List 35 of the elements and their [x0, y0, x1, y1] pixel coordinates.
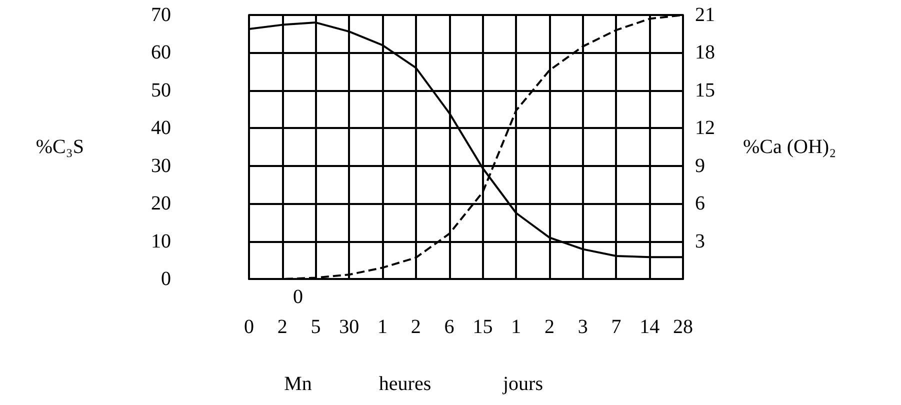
y-tick-label: 60	[151, 42, 171, 64]
x-tick-label: 1	[378, 316, 388, 338]
y-tick-label: 50	[151, 79, 171, 102]
y2-tick-label: 15	[695, 79, 715, 102]
y2-tick-label: 12	[695, 117, 715, 140]
x-tick-label: 5	[310, 316, 321, 338]
y-tick-label: 70	[151, 4, 171, 26]
text: jours	[502, 373, 544, 395]
y-tick-label: 30	[151, 154, 171, 177]
x-tick-label: 3	[578, 316, 588, 338]
y2-tick-label: 6	[695, 192, 705, 215]
y-tick-label: 20	[151, 192, 171, 215]
y-tick-label: 0	[161, 268, 171, 290]
x-tick-label: 6	[444, 316, 454, 338]
x-tick-label: 0	[244, 316, 254, 338]
y2-tick-label: 18	[695, 42, 715, 64]
x-tick-label: 1	[511, 316, 522, 338]
y-tick-label: 10	[151, 230, 171, 252]
x-tick-label: 2	[410, 316, 421, 338]
y2-tick-label: 9	[695, 154, 705, 177]
text: heures	[378, 373, 432, 395]
text: Mn	[284, 373, 312, 395]
x-tick-label: 14	[640, 316, 660, 338]
x-tick-label: 30	[339, 316, 360, 338]
text: 0	[293, 286, 303, 308]
x-tick-label: 2	[277, 316, 288, 338]
x-tick-label: 2	[544, 316, 554, 338]
y2-axis-title: %Ca (OH)₂	[743, 136, 836, 158]
x-tick-label: 7	[611, 316, 622, 338]
x-tick-label: 15	[472, 316, 493, 338]
y-tick-label: 40	[151, 117, 171, 140]
y-axis-title: %C₃S	[36, 136, 84, 158]
y2-tick-label: 21	[695, 4, 715, 26]
x-tick-label: 28	[673, 316, 693, 338]
y2-tick-label: 3	[695, 230, 705, 252]
